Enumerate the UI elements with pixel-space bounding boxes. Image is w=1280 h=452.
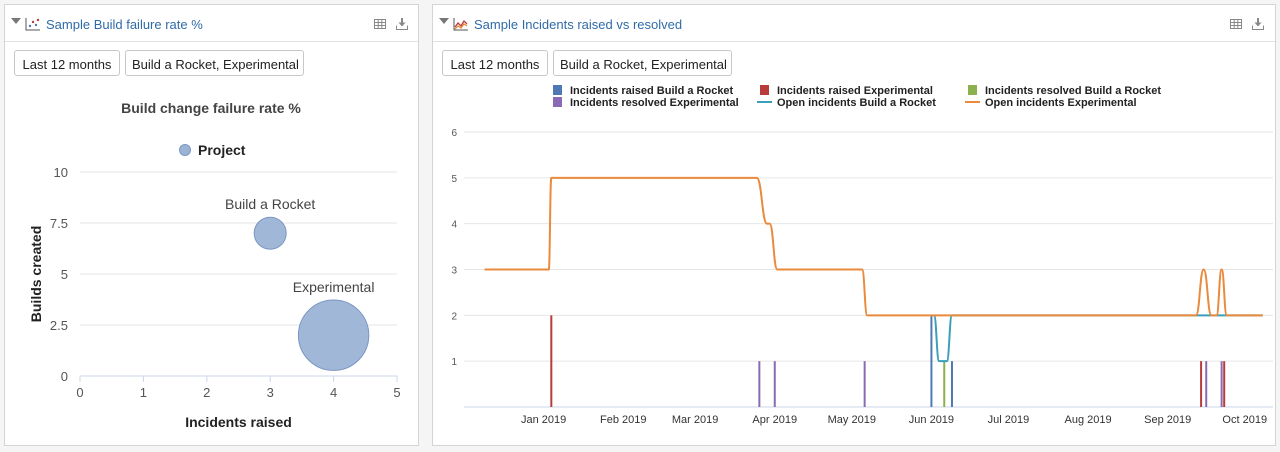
x-tick-label: Feb 2019 — [600, 414, 646, 426]
incident-bar — [863, 361, 866, 407]
y-tick-label: 5 — [61, 267, 68, 282]
download-icon[interactable] — [396, 18, 408, 30]
incident-bar — [1205, 361, 1208, 407]
incident-bar — [773, 361, 776, 407]
legend-label: Incidents raised Build a Rocket — [570, 85, 734, 97]
bubble-label: Experimental — [293, 279, 375, 295]
y-tick-label: 7.5 — [50, 216, 68, 231]
y-tick-label: 1 — [451, 357, 457, 368]
legend-marker — [179, 144, 191, 156]
legend-label: Open incidents Experimental — [985, 97, 1137, 109]
project-filter-button[interactable]: Build a Rocket, Experimental — [553, 50, 732, 76]
x-tick-label: May 2019 — [828, 414, 876, 426]
x-tick-label: Mar 2019 — [672, 414, 718, 426]
x-tick-label: Jul 2019 — [988, 414, 1030, 426]
legend-label: Incidents resolved Build a Rocket — [985, 85, 1161, 97]
project-filter-button[interactable]: Build a Rocket, Experimental — [125, 50, 304, 76]
legend-label: Incidents raised Experimental — [777, 85, 933, 97]
bubble-label: Build a Rocket — [225, 196, 315, 212]
x-tick-label: 3 — [267, 385, 274, 400]
x-tick-label: 5 — [393, 385, 400, 400]
x-tick-label: 2 — [203, 385, 210, 400]
panel-title[interactable]: Sample Build failure rate % — [46, 17, 203, 32]
legend-swatch — [553, 85, 562, 95]
y-tick-label: 5 — [451, 174, 457, 185]
y-tick-label: 4 — [451, 220, 457, 231]
incident-bar — [1200, 361, 1203, 407]
legend-swatch — [760, 85, 769, 95]
incident-bar — [758, 361, 761, 407]
date-range-button[interactable]: Last 12 months — [442, 50, 548, 76]
panel-header: Sample Build failure rate % — [5, 5, 418, 42]
panel-title[interactable]: Sample Incidents raised vs resolved — [474, 17, 683, 32]
x-tick-label: Oct 2019 — [1222, 414, 1267, 426]
y-tick-label: 0 — [61, 369, 68, 384]
y-axis-label: Builds created — [28, 226, 44, 322]
series-line — [932, 314, 1263, 363]
scatter-chart-icon — [25, 18, 40, 31]
build-failure-panel: Sample Build failure rate % Last 12 mont… — [4, 4, 419, 446]
chart-title: Build change failure rate % — [121, 100, 301, 116]
x-tick-label: Sep 2019 — [1144, 414, 1191, 426]
line-chart-icon — [453, 18, 468, 31]
incident-bar — [950, 361, 953, 407]
x-tick-label: 1 — [140, 385, 147, 400]
table-view-icon[interactable] — [374, 18, 386, 30]
y-tick-label: 2 — [451, 311, 457, 322]
incident-bar — [550, 315, 553, 407]
bubble-chart: Build change failure rate % Project 0 2.5 5 7… — [28, 100, 401, 430]
y-tick-label: 6 — [451, 128, 457, 139]
incident-bar — [1220, 361, 1223, 407]
bubble — [253, 216, 287, 250]
incident-bar — [1223, 361, 1226, 407]
series-line — [484, 176, 1263, 317]
table-view-icon[interactable] — [1230, 18, 1242, 30]
download-icon[interactable] — [1252, 18, 1264, 30]
legend-swatch — [968, 85, 977, 95]
legend-label: Incidents resolved Experimental — [570, 97, 739, 109]
incident-bar — [943, 361, 946, 407]
incidents-panel: Sample Incidents raised vs resolved Last… — [432, 4, 1276, 446]
incidents-line-chart: Incidents raised Build a Rocket Incidents… — [451, 85, 1273, 426]
x-tick-label: Jan 2019 — [521, 414, 566, 426]
x-axis-label: Incidents raised — [185, 414, 292, 430]
y-tick-label: 2.5 — [50, 318, 68, 333]
legend-swatch — [553, 97, 562, 107]
date-range-button[interactable]: Last 12 months — [14, 50, 120, 76]
collapse-icon[interactable] — [439, 18, 449, 24]
x-tick-label: Aug 2019 — [1065, 414, 1112, 426]
collapse-icon[interactable] — [11, 18, 21, 24]
x-tick-label: 4 — [330, 385, 337, 400]
bubble — [297, 299, 370, 371]
legend-label: Project — [198, 142, 246, 158]
x-tick-label: 0 — [76, 385, 83, 400]
panel-header: Sample Incidents raised vs resolved — [433, 5, 1275, 42]
incident-bar — [930, 315, 933, 407]
x-tick-label: Apr 2019 — [752, 414, 797, 426]
legend-label: Open incidents Build a Rocket — [777, 97, 936, 109]
y-tick-label: 10 — [54, 165, 68, 180]
x-tick-label: Jun 2019 — [909, 414, 954, 426]
y-tick-label: 3 — [451, 266, 457, 277]
